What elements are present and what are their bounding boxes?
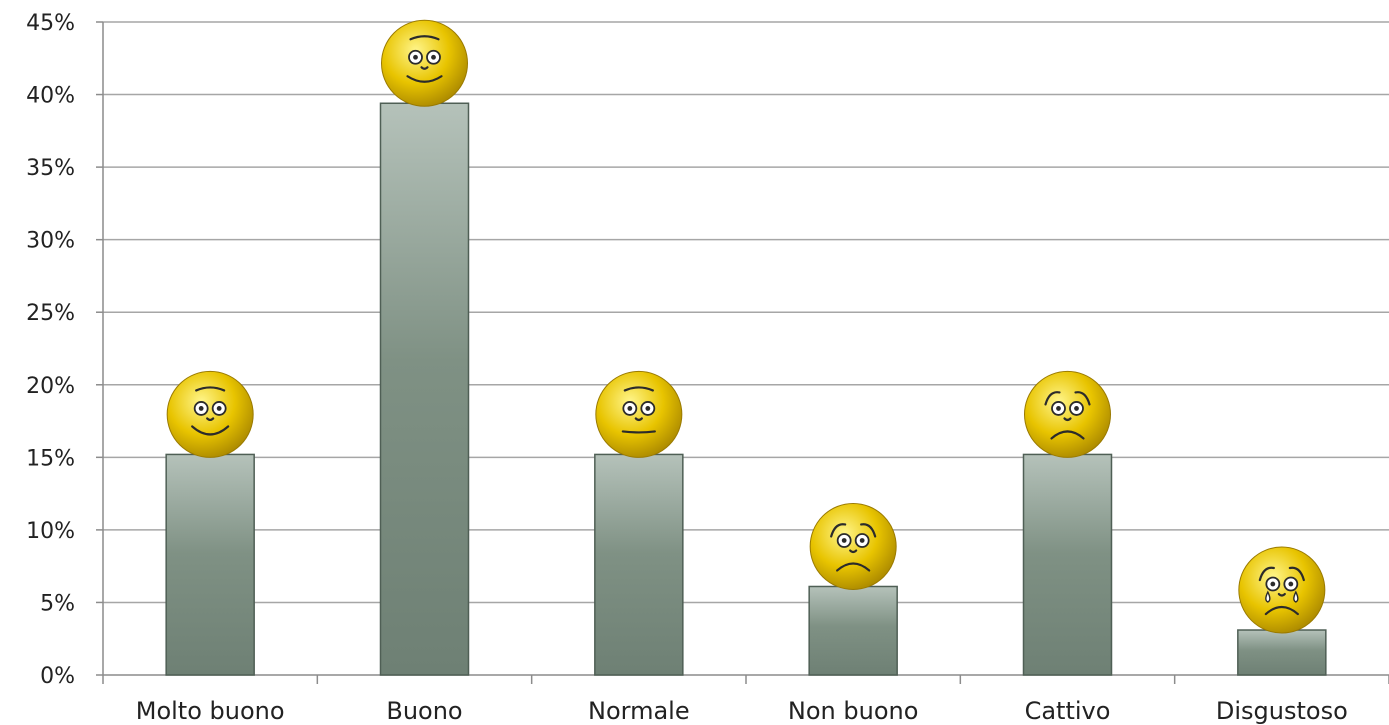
y-tick-label: 10% xyxy=(26,519,75,544)
face-mouth xyxy=(836,562,871,572)
face-pupil xyxy=(841,538,847,543)
face-nose xyxy=(420,66,429,70)
face-mouth xyxy=(1050,430,1085,440)
face-mouth xyxy=(191,425,230,436)
face-nose xyxy=(634,417,643,422)
face-circle xyxy=(166,370,254,458)
neutral-face-icon xyxy=(595,370,683,458)
x-category-label: Cattivo xyxy=(1025,697,1111,725)
face-pupil xyxy=(413,54,418,60)
y-tick-label: 15% xyxy=(26,446,75,471)
face-circle xyxy=(809,502,897,590)
face-pupil xyxy=(859,538,865,543)
face-brow xyxy=(195,386,226,392)
face-mouth xyxy=(1264,605,1299,616)
face-circle xyxy=(1238,546,1326,634)
face-tear xyxy=(1293,590,1299,603)
face-brow xyxy=(1044,391,1061,406)
face-mouth xyxy=(621,430,656,434)
labels: 0% 5% 10% 15% 20% 25% 30% 35% 40% 45% Molto buono B… xyxy=(26,11,1348,725)
face-brow xyxy=(409,35,440,41)
emoji-icons xyxy=(166,19,1326,634)
y-tick-label: 45% xyxy=(26,11,75,36)
x-category-label: Buono xyxy=(386,697,462,725)
bar-non-buono xyxy=(808,585,898,676)
face-nose xyxy=(849,549,858,554)
face-pupil xyxy=(645,406,651,411)
face-pupil xyxy=(627,406,633,411)
crying-face-icon xyxy=(1238,546,1326,634)
bar-molto-buono xyxy=(165,453,255,676)
bar-buono xyxy=(379,102,470,676)
gridlines xyxy=(103,21,1389,604)
x-category-label: Disgustoso xyxy=(1216,697,1348,725)
face-brow xyxy=(1258,566,1275,582)
face-brow xyxy=(1074,391,1091,406)
face-pupil xyxy=(431,54,436,60)
y-tick-label: 40% xyxy=(26,84,75,109)
face-brow xyxy=(860,523,877,538)
axes xyxy=(96,21,1389,684)
bar-disgustoso xyxy=(1237,629,1327,676)
face-brow xyxy=(623,386,654,392)
face-circle xyxy=(381,19,468,107)
face-pupil xyxy=(198,406,204,411)
very-happy-face-icon xyxy=(166,370,254,458)
face-circle xyxy=(1024,370,1111,458)
bars xyxy=(165,102,1327,676)
face-brow xyxy=(1288,566,1305,582)
face-pupil xyxy=(1056,406,1061,411)
sad-face-icon xyxy=(1024,370,1111,458)
face-nose xyxy=(1063,417,1072,422)
face-tear xyxy=(1265,590,1271,603)
x-category-label: Non buono xyxy=(788,697,919,725)
x-category-label: Normale xyxy=(588,697,690,725)
face-brow xyxy=(830,523,847,538)
y-tick-label: 25% xyxy=(26,301,75,326)
bar-cattivo xyxy=(1022,453,1113,676)
y-tick-label: 5% xyxy=(40,591,75,616)
face-circle xyxy=(595,370,683,458)
bar-normale xyxy=(594,453,684,676)
y-tick-label: 35% xyxy=(26,156,75,181)
face-pupil xyxy=(1074,406,1079,411)
y-tick-label: 0% xyxy=(40,664,75,689)
face-mouth xyxy=(406,75,443,83)
face-pupil xyxy=(1288,581,1294,587)
face-nose xyxy=(206,417,215,422)
sad-face-icon xyxy=(809,502,897,590)
face-pupil xyxy=(1270,581,1276,587)
y-tick-label: 30% xyxy=(26,229,75,254)
face-pupil xyxy=(216,406,222,411)
x-category-label: Molto buono xyxy=(136,697,285,725)
face-nose xyxy=(1277,592,1286,597)
happy-face-icon xyxy=(381,19,468,107)
y-tick-label: 20% xyxy=(26,374,75,399)
